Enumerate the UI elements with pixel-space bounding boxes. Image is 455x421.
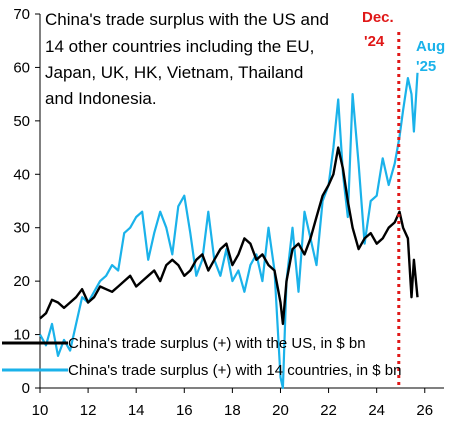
- title-line: China's trade surplus with the US and: [45, 10, 329, 29]
- dec-24-annotation: Dec.: [362, 9, 394, 26]
- y-tick-label: 10: [13, 327, 30, 344]
- y-tick-label: 40: [13, 166, 30, 183]
- x-tick-label: 22: [320, 402, 337, 419]
- legend-label: China's trade surplus (+) with 14 countr…: [68, 362, 401, 379]
- y-tick-label: 50: [13, 113, 30, 130]
- y-tick-label: 0: [22, 380, 30, 397]
- x-tick-label: 26: [416, 402, 433, 419]
- title-line: and Indonesia.: [45, 89, 157, 108]
- series-layer: [39, 72, 419, 390]
- x-tick-label: 14: [128, 402, 145, 419]
- legend-label: China's trade surplus (+) with the US, i…: [68, 335, 366, 352]
- y-tick-label: 70: [13, 6, 30, 23]
- y-tick-label: 20: [13, 273, 30, 290]
- x-tick-label: 16: [176, 402, 193, 419]
- aug-25-annotation: '25: [416, 58, 436, 75]
- x-tick-label: 18: [224, 402, 241, 419]
- y-tick-label: 60: [13, 59, 30, 76]
- series-line-14-countries: [39, 72, 419, 390]
- series-line-us: [39, 146, 419, 326]
- legend: China's trade surplus (+) with the US, i…: [2, 335, 401, 379]
- x-tick-label: 12: [80, 402, 97, 419]
- x-tick-label: 10: [32, 402, 49, 419]
- annotation-layer: Dec. '24 Aug '25: [362, 9, 445, 75]
- chart-title: China's trade surplus with the US and 14 …: [45, 10, 329, 108]
- title-line: 14 other countries including the EU,: [45, 37, 314, 56]
- x-tick-label: 24: [368, 402, 385, 419]
- x-tick-label: 20: [272, 402, 289, 419]
- aug-25-annotation: Aug: [416, 38, 445, 55]
- dec-24-annotation: '24: [364, 33, 385, 50]
- title-line: Japan, UK, HK, Vietnam, Thailand: [45, 63, 303, 82]
- y-tick-label: 30: [13, 220, 30, 237]
